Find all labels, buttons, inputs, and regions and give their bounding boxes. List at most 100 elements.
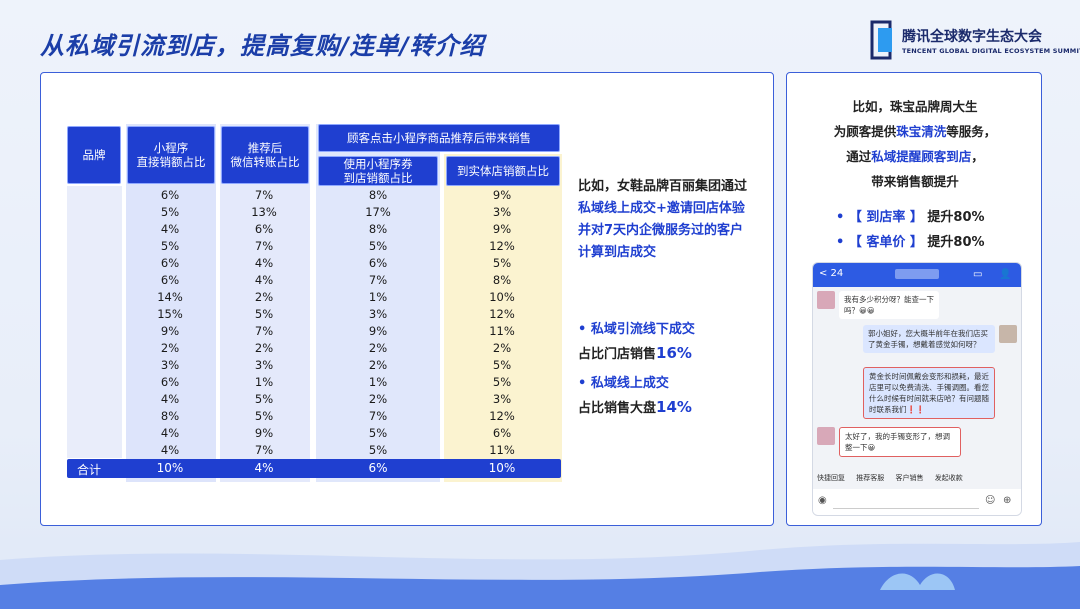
- table-cell: 2%: [492, 341, 512, 355]
- table-cell: 12%: [489, 409, 515, 423]
- table-cell: 4%: [160, 426, 180, 440]
- logo-mark-icon: [870, 20, 892, 60]
- table-cell: 6%: [368, 256, 388, 270]
- header-group: 顾客点击小程序商品推荐后带来销售: [318, 124, 560, 152]
- table-cell: 14%: [157, 290, 183, 304]
- bullet-online: • 私域线上成交: [578, 376, 669, 391]
- staff-avatar: [999, 325, 1017, 343]
- right-line-2b: 珠宝清洗: [896, 124, 947, 139]
- header-brand: 品牌: [67, 126, 121, 184]
- table-cell: 11%: [489, 324, 515, 338]
- quick-reply-button[interactable]: 快捷回复: [817, 474, 845, 482]
- table-cell: 2%: [160, 341, 180, 355]
- col-band-4: [444, 154, 562, 482]
- table-cell: 9%: [254, 426, 274, 440]
- chat-back-button[interactable]: < 24: [819, 268, 844, 279]
- table-cell: 5%: [492, 358, 512, 372]
- right-bullet-visit-value: 提升80%: [927, 210, 985, 225]
- right-line-2: 为顾客提供珠宝清洗等服务，: [790, 121, 1040, 140]
- right-bullet-order-val: 提升80%: [927, 235, 985, 250]
- emoji-icon[interactable]: ☺: [985, 495, 996, 506]
- table-row: 6% 7% 8% 9%: [67, 187, 563, 203]
- chat-contact-name: [895, 269, 939, 279]
- total-row: 合计 10% 4% 6% 10%: [67, 459, 561, 478]
- table-cell: 2%: [368, 358, 388, 372]
- table-cell: 4%: [254, 273, 274, 287]
- header-col4: 到实体店销额占比: [446, 156, 560, 186]
- table-row: 4% 9% 5% 6%: [67, 425, 563, 441]
- table-cell: 6%: [492, 426, 512, 440]
- table-row: 4% 5% 2% 3%: [67, 391, 563, 407]
- customer-avatar-2: [817, 427, 835, 445]
- table-cell: 4%: [160, 222, 180, 236]
- header-col2: 推荐后 微信转账占比: [221, 126, 309, 184]
- table-row: 3% 3% 2% 5%: [67, 357, 563, 373]
- table-cell: 5%: [254, 307, 274, 321]
- table-cell: 8%: [368, 188, 388, 202]
- table-cell: 7%: [254, 443, 274, 457]
- table-cell: 12%: [489, 239, 515, 253]
- case-line-3: 并对7天内企微服务过的客户: [578, 223, 744, 238]
- logo-cn-text: 腾讯全球数字生态大会: [902, 29, 1042, 45]
- chat-msg-1: 我有多少积分呀？能查一下吗？😀😀: [839, 291, 939, 319]
- total-col3: 6%: [368, 461, 388, 475]
- header-col1-text: 小程序 直接销额占比: [136, 140, 206, 169]
- table-cell: 8%: [492, 273, 512, 287]
- table-cell: 4%: [160, 392, 180, 406]
- table-cell: 5%: [492, 256, 512, 270]
- table-cell: 9%: [368, 324, 388, 338]
- video-call-icon[interactable]: ▭: [973, 269, 983, 280]
- table-cell: 2%: [368, 341, 388, 355]
- recommend-service-button[interactable]: 推荐客服: [856, 474, 885, 482]
- table-row: 6% 4% 7% 8%: [67, 272, 563, 288]
- chat-msg-3: 黄金长时间佩戴会变形和损耗，最近店里可以免费清洗、手镯调圈。看您什么时候有时间就…: [863, 367, 995, 419]
- table-cell: 8%: [368, 222, 388, 236]
- right-line-2c: 等服务，: [946, 124, 997, 139]
- header-col3-text: 使用小程序券 到店销额占比: [343, 156, 413, 185]
- table-cell: 9%: [492, 222, 512, 236]
- table-cell: 10%: [489, 290, 515, 304]
- table-row: 15% 5% 3% 12%: [67, 306, 563, 322]
- table-cell: 4%: [160, 443, 180, 457]
- table-cell: 9%: [160, 324, 180, 338]
- case-line-2: 私域线上成交+邀请回店体验: [578, 201, 745, 216]
- brand-band: [67, 186, 122, 458]
- chat-input[interactable]: [833, 496, 979, 509]
- table-row: 6% 4% 6% 5%: [67, 255, 563, 271]
- voice-icon[interactable]: ◉: [818, 495, 827, 506]
- table-cell: 3%: [160, 358, 180, 372]
- table-cell: 7%: [368, 409, 388, 423]
- table-cell: 6%: [254, 222, 274, 236]
- table-cell: 4%: [254, 256, 274, 270]
- table-cell: 6%: [160, 256, 180, 270]
- right-line-2a: 为顾客提供: [833, 124, 897, 139]
- bullet-offline-value: 16%: [656, 344, 692, 362]
- plus-icon[interactable]: ⊕: [1003, 495, 1012, 506]
- table-cell: 1%: [254, 375, 274, 389]
- chat-msg-2: 郭小姐好，您大概半前年在我们店买了黄金手镯，想戴着感觉如何呀？: [863, 325, 995, 353]
- table-cell: 1%: [368, 290, 388, 304]
- table-cell: 1%: [368, 375, 388, 389]
- table-row: 5% 7% 5% 12%: [67, 238, 563, 254]
- right-line-3b: 私域提醒顾客到店: [871, 149, 972, 164]
- table-cell: 2%: [254, 290, 274, 304]
- bullet-offline: • 私域引流线下成交: [578, 322, 695, 337]
- bullet-offline-sub: 占比门店销售16%: [578, 343, 692, 362]
- table-cell: 5%: [368, 426, 388, 440]
- summit-logo: 腾讯全球数字生态大会 TENCENT GLOBAL DIGITAL ECOSYS…: [870, 20, 1080, 64]
- table-cell: 3%: [492, 205, 512, 219]
- table-cell: 6%: [160, 375, 180, 389]
- customer-sales-button[interactable]: 客户销售: [895, 474, 924, 482]
- collect-payment-button[interactable]: 发起收款: [934, 474, 963, 482]
- total-col4: 10%: [488, 461, 516, 475]
- right-bullet-visit-label: • 【 到店率 】: [836, 210, 923, 225]
- more-icon[interactable]: 👤: [999, 269, 1012, 280]
- header-col1: 小程序 直接销额占比: [127, 126, 215, 184]
- bullet-offline-text: 占比门店销售: [578, 347, 657, 362]
- table-cell: 6%: [160, 188, 180, 202]
- page-title: 从私域引流到店，提高复购/连单/转介绍: [40, 32, 485, 60]
- table-cell: 3%: [492, 392, 512, 406]
- table-cell: 7%: [368, 273, 388, 287]
- bullet-online-value: 14%: [656, 398, 692, 416]
- table-cell: 5%: [368, 443, 388, 457]
